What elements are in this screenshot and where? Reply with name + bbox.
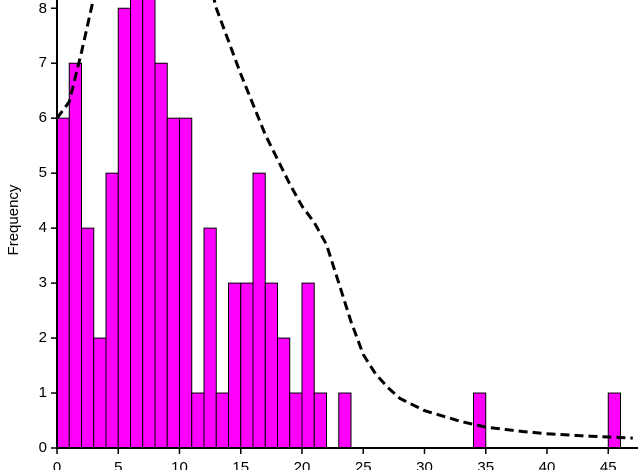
bar <box>93 337 107 449</box>
x-tick-label: 0 <box>53 459 61 470</box>
y-tick-label: 6 <box>39 109 47 126</box>
y-tick-label: 0 <box>39 439 47 456</box>
bar <box>105 172 119 449</box>
x-tick-label: 35 <box>477 459 494 470</box>
x-tick-label: 20 <box>294 459 311 470</box>
bar <box>154 62 168 449</box>
y-tick-label: 3 <box>39 274 47 291</box>
x-tick-label: 5 <box>114 459 122 470</box>
x-tick-label: 30 <box>416 459 433 470</box>
y-tick-label: 5 <box>39 164 47 181</box>
bar <box>228 282 242 449</box>
bar <box>130 0 144 449</box>
x-tick-label: 40 <box>539 459 556 470</box>
x-tick-label: 25 <box>355 459 372 470</box>
bar <box>191 392 205 449</box>
y-tick-label: 7 <box>39 54 47 71</box>
bar <box>142 0 156 449</box>
bar <box>264 282 278 449</box>
y-tick-label: 8 <box>39 0 47 17</box>
y-tick-label: 2 <box>39 329 47 346</box>
bar <box>68 62 82 449</box>
bar <box>289 392 303 449</box>
bar <box>203 227 217 449</box>
bar <box>301 282 315 449</box>
bar <box>240 282 254 449</box>
x-tick-label: 15 <box>232 459 249 470</box>
y-tick-label: 1 <box>39 384 47 401</box>
bar <box>179 117 193 449</box>
bar <box>117 7 131 449</box>
bar <box>607 392 621 449</box>
bar <box>215 392 229 449</box>
bar <box>57 117 70 449</box>
bar <box>277 337 291 449</box>
bar <box>473 392 487 449</box>
plot-area <box>57 0 633 449</box>
bar <box>166 117 180 449</box>
y-tick-label: 4 <box>39 219 47 236</box>
x-tick-label: 10 <box>171 459 188 470</box>
bar <box>252 172 266 449</box>
bar <box>81 227 95 449</box>
bar <box>313 392 327 449</box>
bar <box>338 392 352 449</box>
x-tick-label: 45 <box>600 459 617 470</box>
y-axis-label: Frequency <box>5 184 22 255</box>
